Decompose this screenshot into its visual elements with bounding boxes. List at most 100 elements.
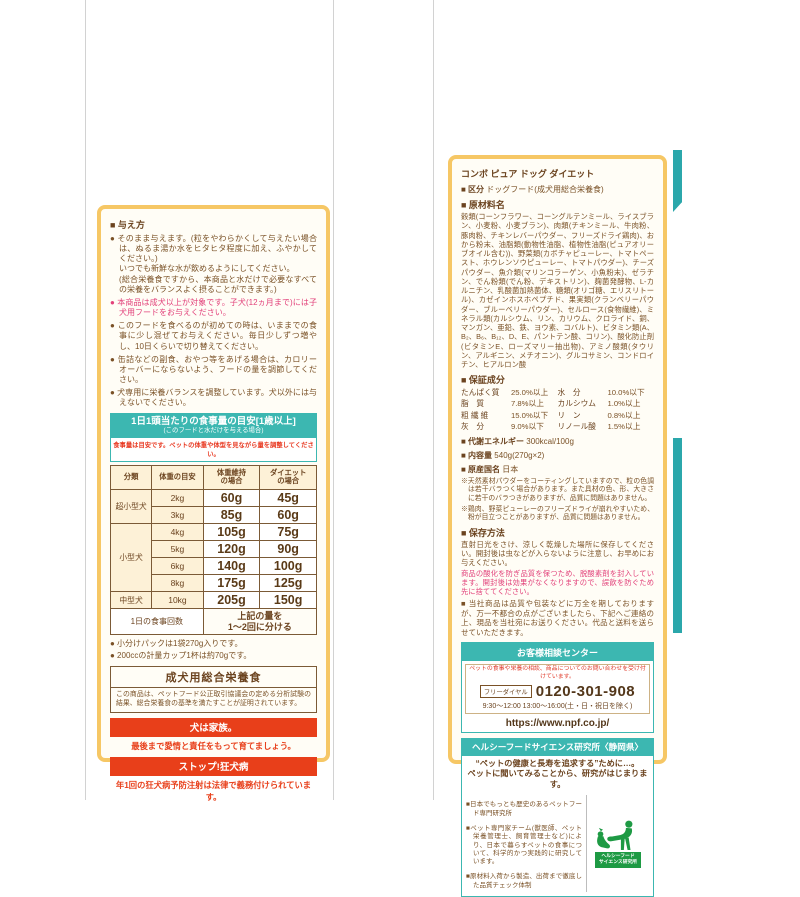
product-info-panel: コンボ ピュア ドッグ ダイエット ■ 区分 ドッグフード(成犬用総合栄養食) … <box>448 155 667 897</box>
weight-cell: 8kg <box>151 574 204 593</box>
ga-value: 7.8%以上 <box>511 399 544 409</box>
asterisk-note: ※天然素材パウダーをコーティングしていますので、粒の色調は若干バラつく場合があり… <box>461 477 654 502</box>
maintain-cell: 85g <box>202 506 261 525</box>
feeding-instructions-panel: ■ 与え方 ● そのまま与えます。(粒をやわらかくして与えたい場合は、ぬるま湯か… <box>97 205 330 802</box>
weight-cell: 10kg <box>151 591 204 610</box>
pack-note: ● 小分けパックは1袋270g入りです。 <box>110 639 243 649</box>
ga-label: 脂 質 <box>461 399 485 409</box>
research-lab-header: ヘルシーフードサイエンス研究所〈静岡県〉 <box>462 738 653 756</box>
feeding-table-title: 1日1頭当たりの食事量の目安[1歳以上] <box>131 415 296 427</box>
product-name: コンボ ピュア ドッグ ダイエット <box>461 169 595 179</box>
ga-label: カルシウム <box>557 399 596 409</box>
diet-cell: 90g <box>259 540 317 559</box>
ga-label: 粗 繊 維 <box>461 410 489 420</box>
table-header-row: 分類 体重の目安 体重維持 の場合 ダイエット の場合 <box>109 464 317 491</box>
maintain-cell: 60g <box>202 489 261 508</box>
website-url: https://www.npf.co.jp/ <box>505 717 610 729</box>
free-dial-badge: フリーダイヤル <box>479 684 532 698</box>
category-line: ■ 区分 ドッグフード(成犬用総合栄養食) <box>461 184 654 195</box>
diet-cell: 45g <box>259 489 317 508</box>
research-lab-logo-label: ヘルシーフード サイエンス研究所 <box>594 851 642 869</box>
business-hours: 9:30〜12:00 13:00〜16:00(土・日・祝日を除く) <box>482 702 633 710</box>
research-lab-box: ヘルシーフードサイエンス研究所〈静岡県〉 “ペットの健康と長寿を追求する”ために… <box>461 737 654 897</box>
diet-cell: 60g <box>259 506 317 525</box>
research-bullet: ■原材料入荷から製造、出荷まで徹底した品質チェック体制 <box>466 873 582 889</box>
diet-cell: 100g <box>259 557 317 576</box>
weight-cell: 5kg <box>151 540 204 559</box>
table-row: 8kg 175g 125g <box>111 574 317 593</box>
ga-value: 15.0%以下 <box>511 410 549 420</box>
ga-cell: 灰 分 9.0%以下 <box>461 421 558 433</box>
ga-value: 10.0%以下 <box>607 387 645 397</box>
family-banner: 犬は家族。 <box>110 718 317 738</box>
feeding-bullet: ● そのまま与えます。(粒をやわらかくして与えたい場合は、ぬるま湯か水をヒタヒタ… <box>110 234 317 294</box>
ga-cell: カルシウム 1.0%以上 <box>558 398 655 410</box>
energy-line: ■ 代謝エネルギー 300kcal/100g <box>461 436 654 447</box>
storage-body: 直射日光をさけ、涼しく乾燥した場所に保存してください。開封後は虫などが入らないよ… <box>461 539 654 568</box>
ingredients-text: 穀類(コーンフラワー、コーングルテンミール、ライスブラン、小麦粉、小麦ブラン)、… <box>461 212 654 370</box>
person-and-dog-icon <box>597 820 633 850</box>
research-slogan-2: ペットに聞いてみることから、研究がはじまります。 <box>467 769 648 790</box>
table-row: 超小型犬 2kg 60g 45g <box>109 489 317 525</box>
maintain-cell: 140g <box>202 557 261 576</box>
dog-class-cell: 中型犬 <box>109 591 153 610</box>
net-content-label: ■ 内容量 <box>461 450 493 460</box>
phone-row: フリーダイヤル 0120-301-908 <box>468 683 647 700</box>
energy-label: ■ 代謝エネルギー <box>461 436 525 446</box>
research-lab-logo: ヘルシーフード サイエンス研究所 <box>587 795 649 892</box>
energy-value: 300kcal/100g <box>526 436 574 446</box>
ga-cell: リノール酸 1.5%以上 <box>558 421 655 433</box>
ga-value: 1.5%以上 <box>607 422 641 432</box>
package-scan: { "colors": { "panel_border": "#f6c765",… <box>85 0 682 897</box>
ga-value: 1.0%以上 <box>607 399 641 409</box>
origin-value: 日本 <box>502 464 519 474</box>
ingredients-label: ■ 原材料名 <box>461 200 505 210</box>
ga-row: 脂 質 7.8%以上 カルシウム 1.0%以上 <box>461 398 654 410</box>
origin-label: ■ 原産国名 <box>461 464 501 474</box>
ga-row: 灰 分 9.0%以下 リノール酸 1.5%以上 <box>461 421 654 433</box>
feeding-table-note: 食事量は目安です。ペットの体重や体型を見ながら量を調整してください。 <box>111 437 316 461</box>
ga-cell: 脂 質 7.8%以上 <box>461 398 558 410</box>
ga-value: 0.8%以上 <box>607 410 641 420</box>
ga-label: たんぱく質 <box>461 387 500 397</box>
feeding-table-subtitle: (このフードと水だけを与える場合) <box>163 426 264 434</box>
table-row: 5kg 120g 90g <box>111 540 317 559</box>
ga-row: 粗 繊 維 15.0%以下 リ ン 0.8%以上 <box>461 410 654 422</box>
maintain-cell: 105g <box>202 523 261 542</box>
meals-per-day-value: 上記の量を 1〜2回に分ける <box>202 608 318 636</box>
dog-class-cell: 超小型犬 <box>109 489 153 525</box>
rabies-banner-text: 年1回の狂犬病予防注射は法律で義務付けられています。 <box>115 780 312 803</box>
ga-row: たんぱく質 25.0%以上 水 分 10.0%以下 <box>461 387 654 399</box>
ga-value: 9.0%以下 <box>511 422 544 432</box>
ga-cell: たんぱく質 25.0%以上 <box>461 387 558 399</box>
feeding-bullet-warning: ● 本商品は成犬以上が対象です。子犬(12ヵ月まで)には子犬用フードをお与えくだ… <box>110 297 317 318</box>
research-lab-body: “ペットの健康と長寿を追求する”ために…。 ペットに聞いてみることから、研究がは… <box>462 756 653 896</box>
research-columns: ■日本でもっとも歴史のあるペットフード専門研究所 ■ペット専門家チーム(獣医師、… <box>466 794 649 893</box>
fold-line-middle <box>333 0 334 800</box>
feeding-bullet: ● 犬専用に栄養バランスを調整しています。犬以外には与えないでください。 <box>110 388 317 408</box>
weight-cell: 4kg <box>151 523 204 542</box>
ga-cell: 粗 繊 維 15.0%以下 <box>461 410 558 422</box>
fold-line-left <box>85 0 86 800</box>
guaranteed-analysis: たんぱく質 25.0%以上 水 分 10.0%以下 脂 質 7.8%以上 カルシウム 1… <box>461 387 654 433</box>
storage-warning: 商品の酸化を防ぎ品質を保つため、脱酸素剤を封入しています。開封後は効果がなくなり… <box>461 568 654 597</box>
teal-edge-strip-top <box>673 150 682 212</box>
customer-center-note: ペットの食事や栄養の相談、商品についてのお問い合わせを受け付けています。 <box>469 666 646 681</box>
meals-per-day-label: 1日の食事回数 <box>110 608 204 636</box>
category-value: ドッグフード(成犬用総合栄養食) <box>486 185 604 194</box>
col-header-weight: 体重の目安 <box>151 464 204 491</box>
maintain-cell: 175g <box>202 574 261 593</box>
table-row: 小型犬 4kg 105g 75g <box>109 523 317 593</box>
ga-label: 水 分 <box>557 387 581 397</box>
col-header-class: 分類 <box>109 464 153 491</box>
pack-notes: ● 小分けパックは1袋270g入りです。 ● 200ccの計量カップ1杯は約70… <box>110 639 317 661</box>
family-banner-text: 最後まで愛情と責任をもって育てましょう。 <box>131 741 296 752</box>
asterisk-note: ※鶏肉、野菜ピューレーのフリーズドライが崩れやすいため、粉が目立つことがあります… <box>461 505 654 522</box>
weight-cell: 6kg <box>151 557 204 576</box>
table-footer-row: 1日の食事回数 上記の量を 1〜2回に分ける <box>110 608 318 636</box>
diet-cell: 125g <box>259 574 317 593</box>
dog-class-cell: 小型犬 <box>109 523 153 593</box>
ga-cell: リ ン 0.8%以上 <box>558 410 655 422</box>
quality-guarantee-note: ■ 当社商品は品質や包装などに万全を期しておりますが、万一不都合の点がございまし… <box>461 599 654 637</box>
complete-food-seal: 成犬用総合栄養食 この商品は、ペットフード公正取引協議会の定める分析試験の結果、… <box>110 666 317 714</box>
